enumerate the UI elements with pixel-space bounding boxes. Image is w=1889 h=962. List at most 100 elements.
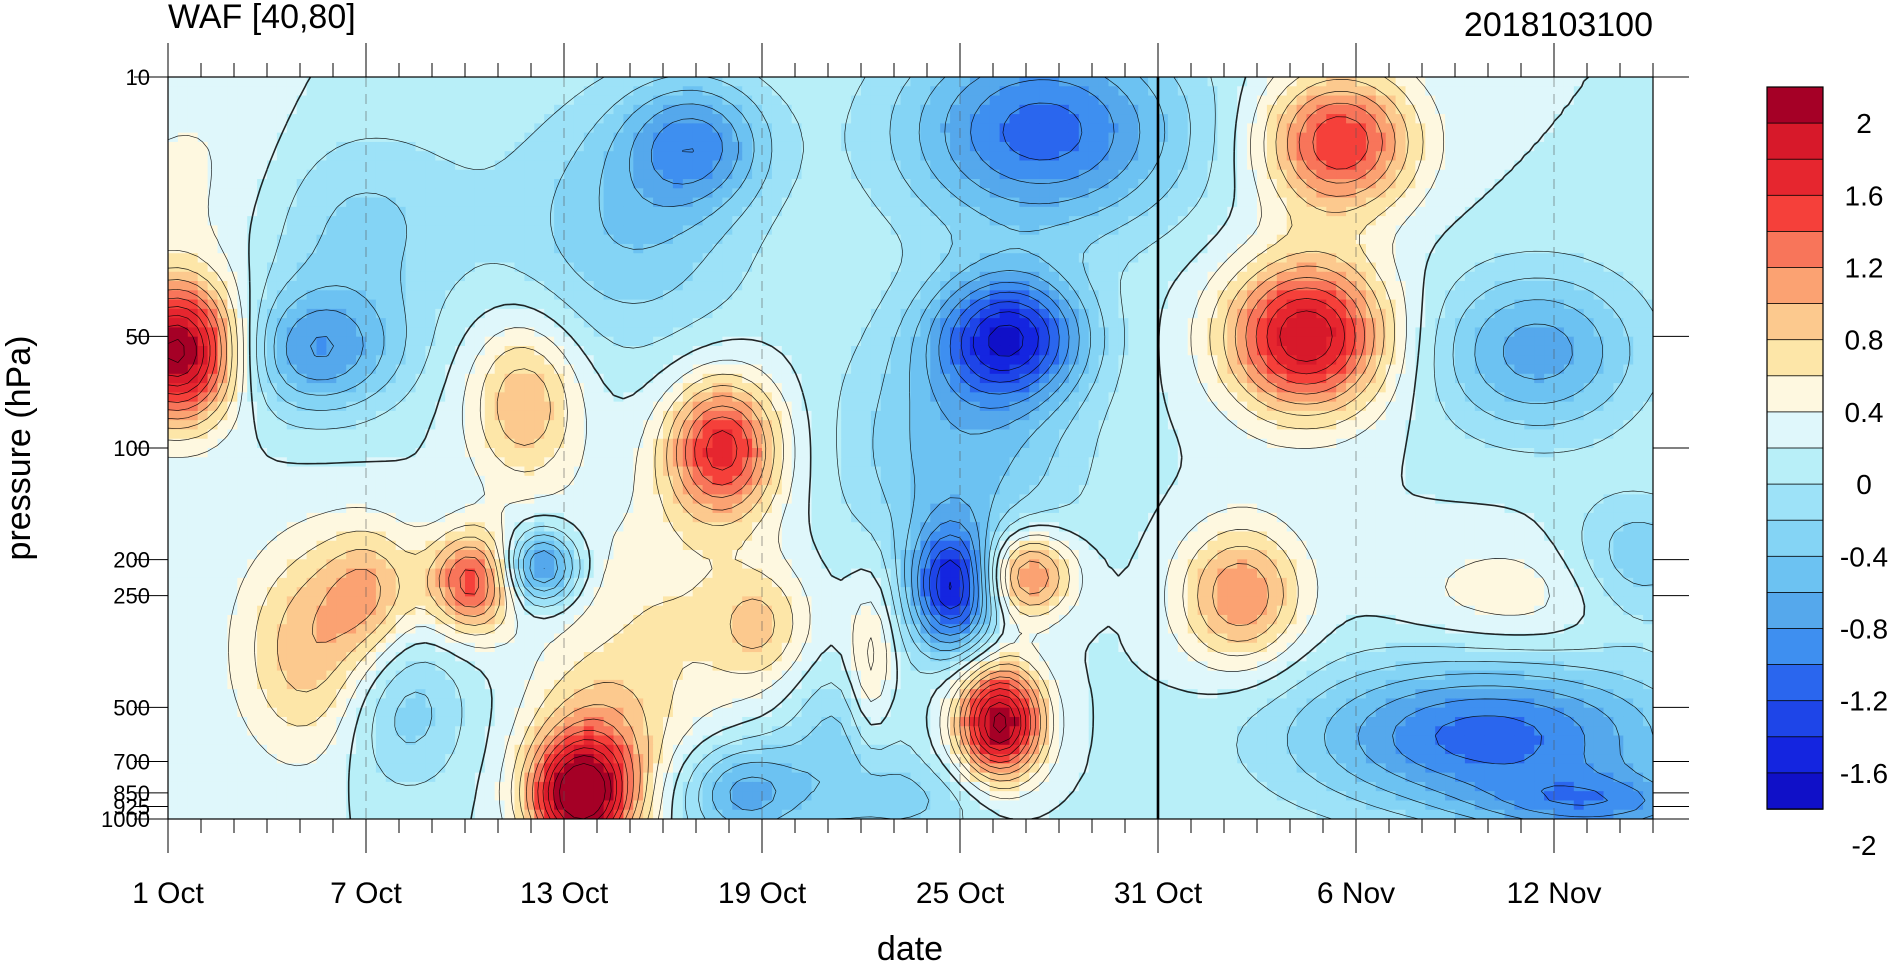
field-cell: [1158, 253, 1169, 264]
field-cell: [1425, 114, 1436, 124]
field-cell: [861, 308, 872, 319]
field-cell: [1593, 336, 1605, 347]
field-cell: [1415, 95, 1426, 106]
field-cell: [1504, 169, 1515, 180]
field-cell: [910, 253, 921, 264]
field-cell: [583, 225, 595, 236]
field-cell: [1643, 355, 1653, 366]
field-cell: [1633, 299, 1644, 310]
field-cell: [950, 169, 961, 180]
field-cell: [544, 355, 555, 366]
field-cell: [1128, 234, 1139, 245]
field-cell: [702, 234, 714, 245]
field-cell: [276, 355, 288, 366]
field-cell: [1554, 179, 1565, 189]
field-cell: [732, 160, 743, 171]
field-cell: [197, 271, 209, 282]
field-cell: [1088, 104, 1100, 115]
field-cell: [326, 225, 337, 236]
field-cell: [910, 77, 921, 87]
field-cell: [1474, 355, 1486, 366]
field-cell: [1395, 206, 1407, 217]
field-cell: [534, 95, 545, 106]
field-cell: [514, 188, 525, 199]
field-cell: [831, 169, 842, 180]
field-cell: [1484, 225, 1496, 236]
field-cell: [276, 151, 288, 162]
field-cell: [1296, 308, 1308, 319]
field-cell: [613, 373, 624, 384]
field-cell: [375, 364, 387, 375]
field-cell: [861, 373, 872, 384]
field-cell: [1187, 318, 1199, 329]
field-cell: [474, 364, 486, 375]
field-cell: [375, 141, 387, 152]
field-cell: [1544, 216, 1555, 227]
field-cell: [1603, 197, 1614, 208]
field-cell: [583, 234, 595, 245]
field-cell: [831, 345, 842, 356]
field-cell: [880, 188, 892, 199]
field-cell: [643, 188, 654, 199]
field-cell: [514, 318, 525, 329]
field-cell: [564, 290, 575, 301]
field-cell: [415, 318, 426, 329]
field-cell: [1019, 179, 1030, 189]
field-cell: [1306, 160, 1317, 171]
field-cell: [168, 345, 179, 356]
field-cell: [1494, 308, 1506, 319]
field-cell: [1088, 281, 1100, 291]
field-cell: [1306, 197, 1317, 208]
field-cell: [1257, 188, 1268, 199]
field-cell: [504, 318, 516, 329]
field-cell: [930, 299, 941, 310]
field-cell: [890, 114, 902, 124]
field-cell: [227, 179, 238, 189]
field-cell: [1603, 253, 1614, 264]
field-cell: [187, 281, 199, 291]
field-cell: [1544, 151, 1555, 162]
field-cell: [672, 243, 684, 254]
field-cell: [702, 216, 714, 227]
field-cell: [950, 188, 961, 199]
field-cell: [1019, 262, 1030, 273]
field-cell: [1336, 114, 1347, 124]
field-cell: [296, 179, 308, 189]
field-cell: [910, 141, 921, 152]
field-cell: [197, 86, 209, 97]
field-cell: [960, 271, 971, 282]
field-cell: [197, 179, 209, 189]
field-cell: [831, 206, 842, 217]
field-cell: [1445, 104, 1456, 115]
field-cell: [1573, 225, 1585, 236]
field-cell: [603, 355, 615, 366]
field-cell: [168, 253, 179, 264]
field-cell: [1623, 188, 1634, 199]
field-cell: [415, 373, 426, 384]
field-cell: [207, 290, 219, 301]
field-cell: [227, 308, 238, 319]
field-cell: [267, 364, 278, 375]
field-cell: [1316, 299, 1327, 310]
field-cell: [1217, 188, 1228, 199]
field-cell: [811, 355, 822, 366]
field-cell: [1237, 151, 1248, 162]
field-cell: [316, 308, 327, 319]
field-cell: [1276, 95, 1288, 106]
field-cell: [187, 253, 199, 264]
field-cell: [573, 364, 585, 375]
field-cell: [1078, 225, 1090, 236]
field-cell: [1158, 77, 1169, 87]
field-cell: [1207, 169, 1218, 180]
field-cell: [1059, 123, 1070, 134]
field-cell: [1197, 104, 1209, 115]
field-cell: [514, 77, 525, 87]
field-cell: [1296, 197, 1308, 208]
field-cell: [445, 197, 456, 208]
field-cell: [465, 151, 476, 162]
field-cell: [1019, 336, 1030, 347]
field-cell: [1474, 262, 1486, 273]
field-cell: [197, 327, 209, 338]
field-cell: [514, 336, 525, 347]
field-cell: [1435, 234, 1446, 245]
